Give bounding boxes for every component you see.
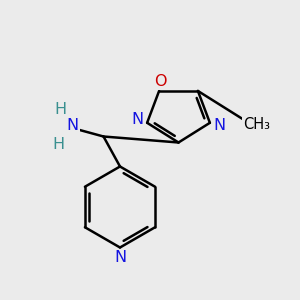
Text: N: N bbox=[114, 250, 126, 266]
Text: H: H bbox=[54, 102, 66, 117]
Text: O: O bbox=[154, 74, 167, 89]
Text: N: N bbox=[213, 118, 226, 133]
Text: CH₃: CH₃ bbox=[243, 117, 270, 132]
Text: N: N bbox=[66, 118, 78, 134]
Text: N: N bbox=[131, 112, 144, 127]
Text: H: H bbox=[52, 137, 64, 152]
